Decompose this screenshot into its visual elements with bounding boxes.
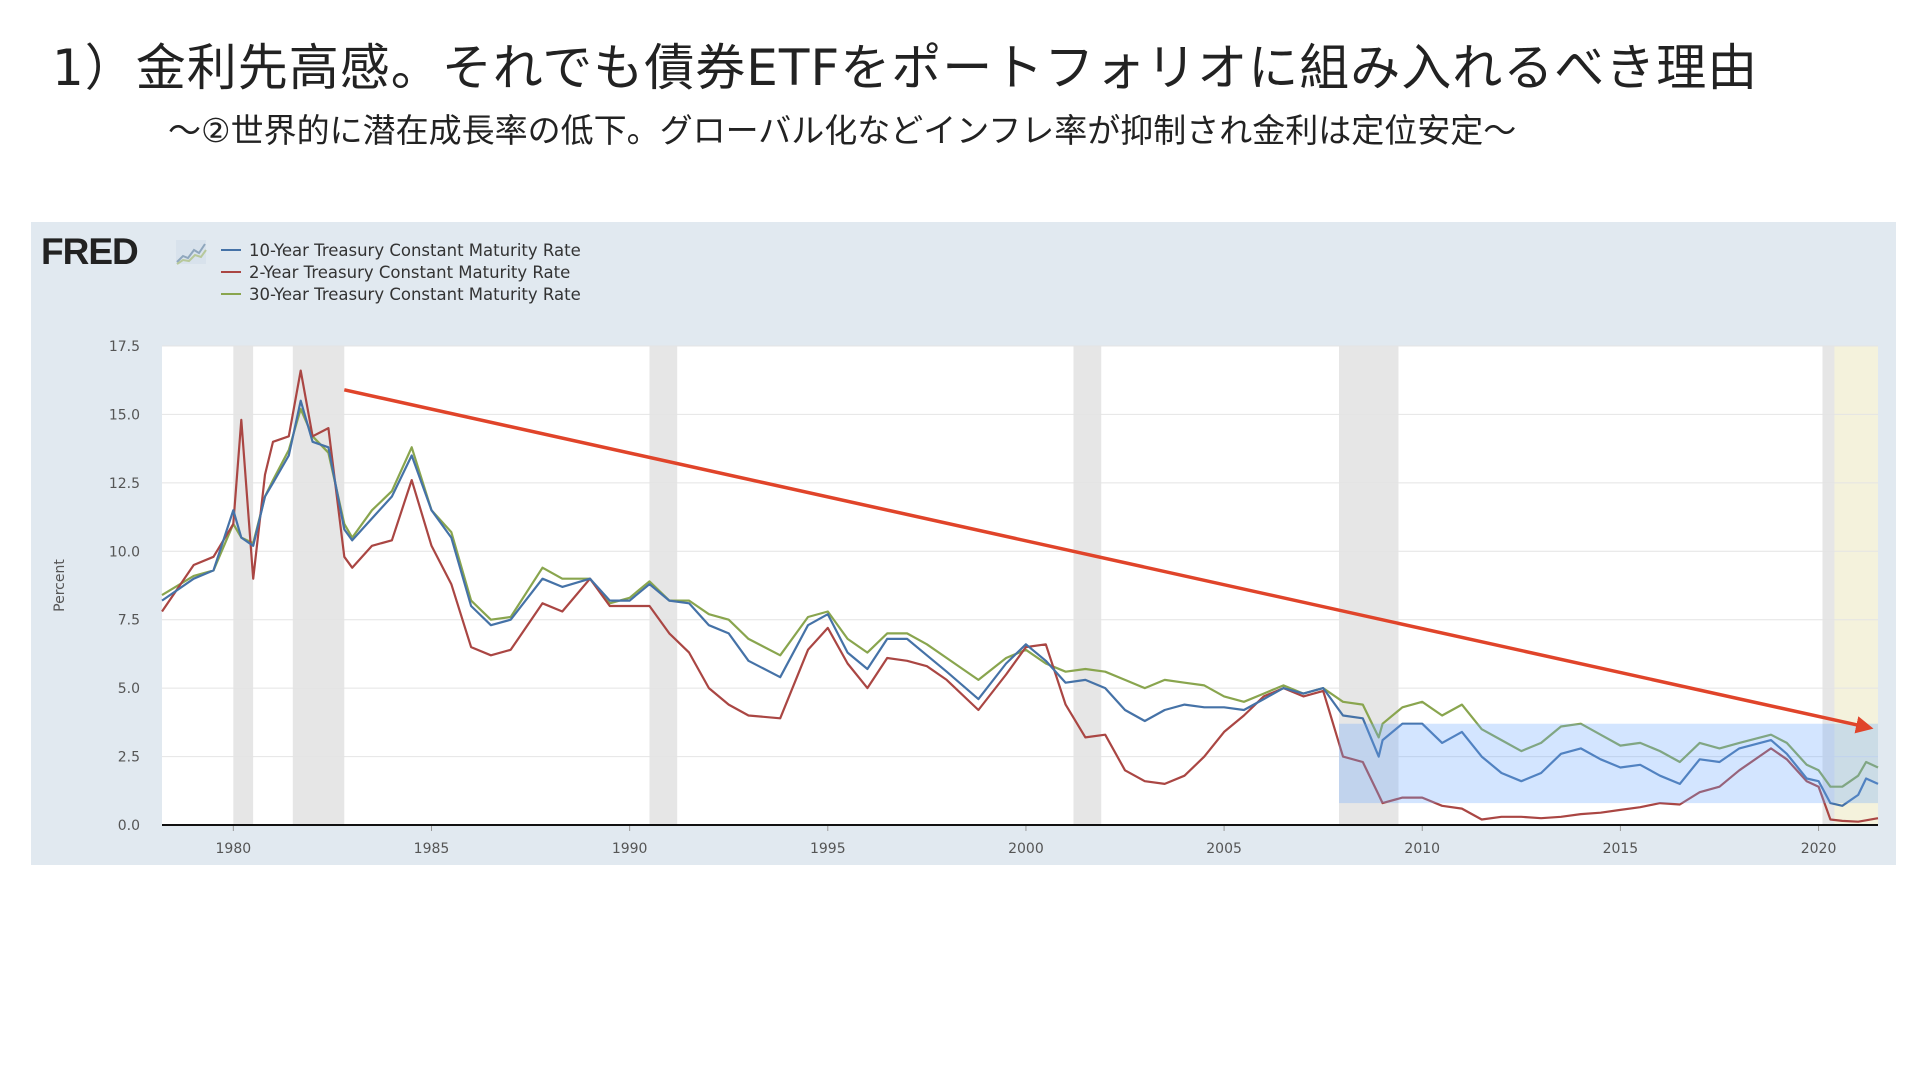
legend-label-1: 2-Year Treasury Constant Maturity Rate: [249, 263, 570, 282]
y-tick-label-5: 12.5: [109, 476, 140, 492]
recession-band-5: [1822, 346, 1835, 825]
series-lines: [161, 369, 1879, 823]
x-tick-label-2: 1990: [612, 841, 648, 857]
legend-label-2: 30-Year Treasury Constant Maturity Rate: [249, 285, 581, 304]
annotations: [343, 388, 1878, 804]
x-tick-label-5: 2005: [1206, 841, 1242, 857]
legend: 10-Year Treasury Constant Maturity Rate 2…: [221, 241, 581, 304]
grid-lines: [162, 345, 1878, 758]
flat-rate-highlight-box: [1339, 723, 1878, 804]
fred-logo: FRED: [41, 231, 138, 272]
series-line-2: [161, 407, 1879, 788]
slide-subtitle: 〜②世界的に潜在成長率の低下。グローバル化などインフレ率が抑制され金利は定位安定…: [168, 111, 1517, 150]
chart-panel: FRED 10-Year Treasury Constant Maturity …: [31, 222, 1896, 865]
x-tick-label-0: 1980: [216, 841, 252, 857]
series-line-0: [161, 399, 1879, 807]
x-tick-label-8: 2020: [1801, 841, 1837, 857]
slide-title: 1）金利先高感。それでも債券ETFをポートフォリオに組み入れるべき理由: [52, 39, 1759, 97]
recession-band-0: [233, 346, 254, 825]
y-tick-label-2: 5.0: [118, 681, 140, 697]
y-tick-label-4: 10.0: [109, 544, 140, 560]
fred-logo-chart-icon: [176, 240, 207, 265]
x-tick-label-3: 1995: [810, 841, 846, 857]
axes: 0.0 2.5 5.0 7.5 10.0 12.5 15.0 17.5 1980 1985 1990…: [52, 339, 1878, 857]
recession-band-4: [1339, 346, 1399, 825]
series-line-1: [161, 369, 1879, 823]
treasury-yield-chart: FRED 10-Year Treasury Constant Maturity …: [41, 231, 1879, 857]
x-tick-label-6: 2010: [1404, 841, 1440, 857]
plot-area: [162, 346, 1878, 825]
y-tick-label-7: 17.5: [109, 339, 140, 355]
y-tick-label-6: 15.0: [109, 407, 140, 423]
recession-band-1: [292, 346, 345, 825]
y-tick-label-3: 7.5: [118, 613, 140, 629]
y-tick-label-1: 2.5: [118, 750, 140, 766]
y-axis-title: Percent: [52, 559, 68, 612]
x-tick-label-1: 1985: [414, 841, 450, 857]
recession-band-3: [1073, 346, 1102, 825]
y-tick-label-0: 0.0: [118, 818, 140, 834]
x-tick-label-4: 2000: [1008, 841, 1044, 857]
x-tick-label-7: 2015: [1603, 841, 1639, 857]
downtrend-arrow: [343, 388, 1874, 734]
legend-label-0: 10-Year Treasury Constant Maturity Rate: [249, 241, 581, 260]
